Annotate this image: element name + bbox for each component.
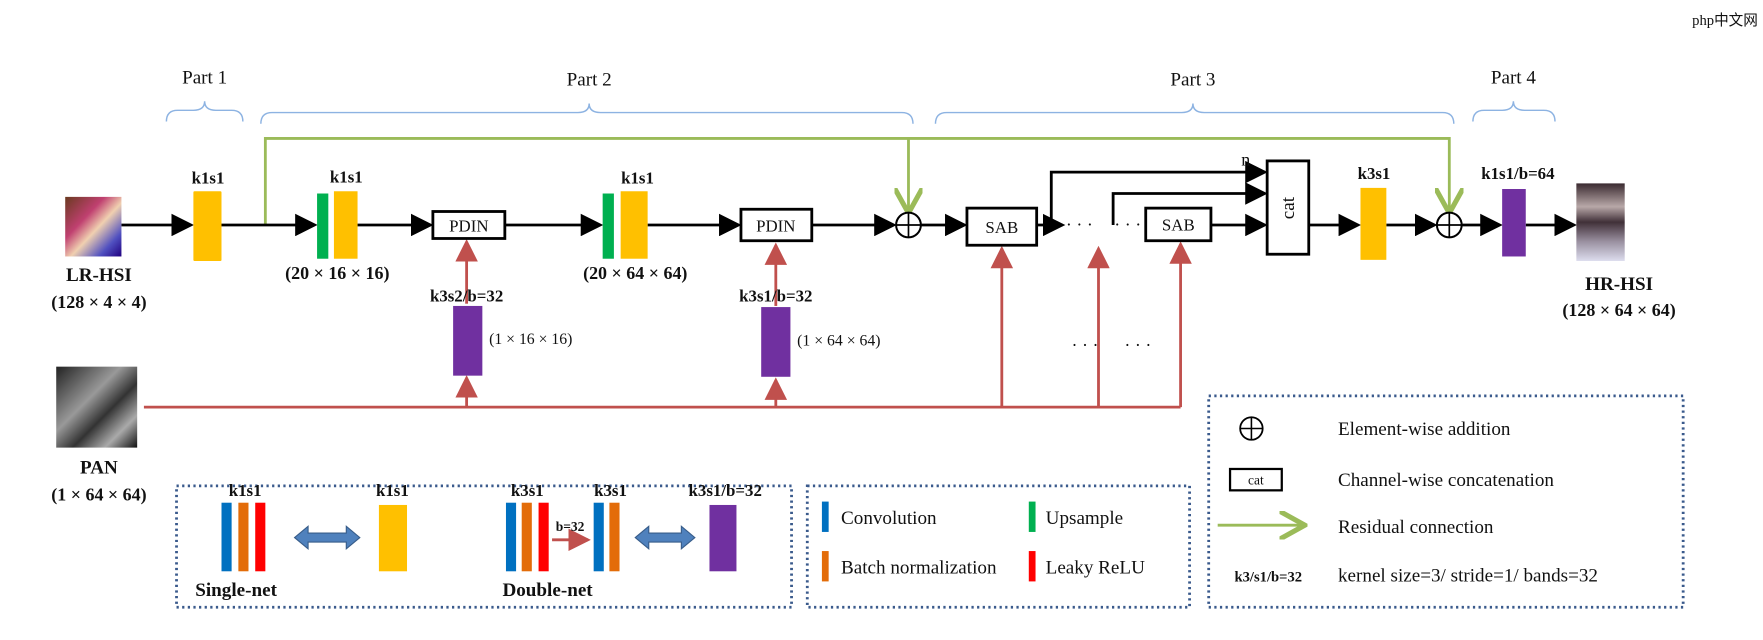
cat-label: cat bbox=[1278, 196, 1299, 219]
pan-image bbox=[56, 366, 138, 448]
sab-block-2 bbox=[1144, 206, 1213, 243]
upsample-block-1 bbox=[317, 193, 329, 259]
final-label: k1s1/b=64 bbox=[1481, 164, 1555, 183]
pdin2-label: PDIN bbox=[756, 217, 795, 236]
legend-concatenation: Channel-wise concatenation bbox=[1338, 470, 1554, 491]
lr-hsi-label: LR-HSI bbox=[66, 265, 132, 286]
pan-dims: (1 × 64 × 64) bbox=[51, 484, 146, 505]
pdin-block-2 bbox=[739, 207, 814, 243]
up2-dims: (20 × 64 × 64) bbox=[583, 263, 687, 284]
part-4-brace: Part 4 bbox=[1472, 67, 1556, 122]
part-1-label: Part 1 bbox=[182, 67, 227, 88]
element-wise-add-1 bbox=[895, 211, 922, 239]
legend-addition: Element-wise addition bbox=[1338, 419, 1511, 440]
legend-upsample: Upsample bbox=[1046, 508, 1123, 529]
conv-out-label: k3s1 bbox=[1358, 164, 1391, 183]
pan-conv-block-2 bbox=[761, 307, 791, 377]
ellipsis-main-2: · · · bbox=[1114, 215, 1141, 235]
legend-kernel-desc: kernel size=3/ stride=1/ bands=32 bbox=[1338, 565, 1598, 586]
pan-conv2-label: k3s1/b=32 bbox=[739, 286, 812, 305]
sab2-label: SAB bbox=[1162, 216, 1195, 235]
legend-kernel-key: k3/s1/b=32 bbox=[1234, 569, 1302, 585]
hr-hsi-dims: (128 × 64 × 64) bbox=[1562, 300, 1675, 321]
double-mid-label: k3s1 bbox=[594, 481, 627, 500]
double-left-label: k3s1 bbox=[511, 481, 544, 500]
part-2-label: Part 2 bbox=[567, 70, 612, 91]
single-net-label: Single-net bbox=[195, 580, 277, 601]
conv1-label: k1s1 bbox=[192, 168, 225, 187]
legend-nets: k1s1 k1s1 Single-net k3s1 b=32 k3s1 k3s1… bbox=[175, 481, 793, 609]
sab-block-1 bbox=[965, 206, 1039, 247]
part-2-brace: Part 2 bbox=[260, 70, 914, 124]
n-label: n bbox=[1241, 149, 1250, 169]
final-conv-block bbox=[1502, 189, 1526, 257]
part-4-label: Part 4 bbox=[1491, 67, 1537, 88]
ellipsis-pan-1: · · · bbox=[1072, 335, 1099, 355]
ellipsis-main-1: · · · bbox=[1066, 215, 1093, 235]
watermark-logo: php中文网 bbox=[1692, 12, 1758, 29]
legend-residual: Residual connection bbox=[1338, 517, 1494, 538]
pdin-block-1 bbox=[431, 210, 507, 240]
legend-cat-symbol: cat bbox=[1248, 473, 1264, 488]
sab1-label: SAB bbox=[985, 218, 1018, 237]
part-1-brace: Part 1 bbox=[165, 67, 244, 122]
double-arrow-icon bbox=[293, 525, 361, 551]
part-3-label: Part 3 bbox=[1170, 70, 1215, 91]
cat-icon bbox=[1228, 467, 1283, 492]
pan-guidance-lines bbox=[143, 239, 1192, 409]
main-flow-arrows bbox=[121, 160, 1577, 237]
hr-hsi-label: HR-HSI bbox=[1585, 274, 1653, 295]
legend-batch-norm: Batch normalization bbox=[841, 558, 997, 579]
pan-conv1-label: k3s2/b=32 bbox=[430, 286, 503, 305]
up1-label: k1s1 bbox=[330, 167, 363, 186]
legend-layers: Convolution Upsample Batch normalization… bbox=[805, 484, 1191, 609]
double-right-label: k3s1/b=32 bbox=[689, 481, 762, 500]
single-left-label: k1s1 bbox=[229, 481, 262, 500]
hr-hsi-image bbox=[1576, 183, 1625, 261]
pan-conv1-dims: (1 × 16 × 16) bbox=[489, 331, 572, 348]
residual-connection-long bbox=[263, 137, 1449, 225]
element-wise-add-2 bbox=[1435, 211, 1463, 239]
pdin1-label: PDIN bbox=[449, 217, 488, 236]
pan-conv2-dims: (1 × 64 × 64) bbox=[797, 332, 880, 349]
conv-block-up1 bbox=[333, 191, 358, 259]
pan-label: PAN bbox=[80, 457, 118, 478]
upsample-block-2 bbox=[602, 193, 614, 259]
lr-hsi-dims: (128 × 4 × 4) bbox=[51, 292, 146, 313]
cat-block bbox=[1265, 159, 1311, 256]
up1-dims: (20 × 16 × 16) bbox=[285, 263, 389, 284]
up2-label: k1s1 bbox=[621, 168, 654, 187]
single-right-label: k1s1 bbox=[376, 481, 409, 500]
lr-hsi-image bbox=[65, 196, 122, 257]
legend-symbols: Element-wise addition cat Channel-wise c… bbox=[1207, 394, 1685, 609]
part-3-brace: Part 3 bbox=[934, 70, 1455, 124]
double-net-label: Double-net bbox=[502, 580, 593, 601]
conv-block-k1s1 bbox=[193, 191, 222, 261]
addition-icon bbox=[1239, 416, 1264, 441]
legend-leaky-relu: Leaky ReLU bbox=[1046, 558, 1145, 579]
conv-block-k3s1 bbox=[1360, 187, 1387, 260]
ellipsis-pan-2: · · · bbox=[1124, 335, 1151, 355]
double-arrow-icon bbox=[634, 525, 696, 551]
double-b-label: b=32 bbox=[556, 519, 585, 534]
conv-block-up2 bbox=[620, 191, 648, 259]
pan-conv-block-1 bbox=[453, 305, 483, 376]
legend-convolution: Convolution bbox=[841, 508, 937, 529]
